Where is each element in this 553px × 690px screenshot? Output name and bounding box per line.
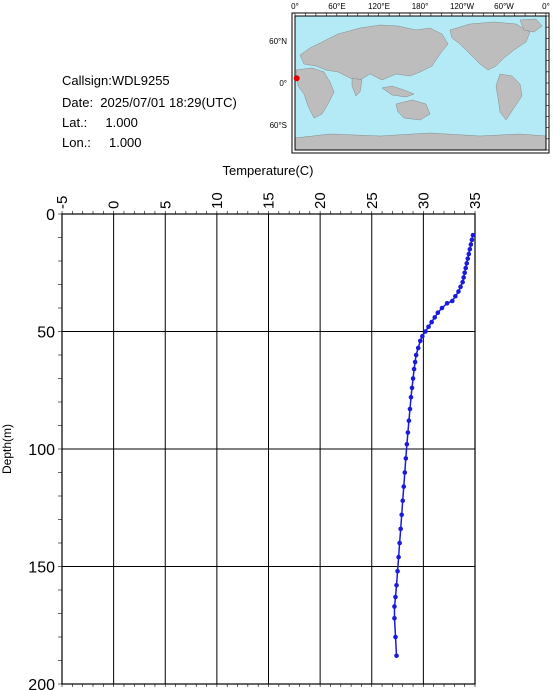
data-point-30 (408, 395, 414, 400)
data-point-41 (397, 540, 402, 546)
data-point-11 (458, 284, 463, 290)
map-lon-tick-60w: 60°W (494, 2, 514, 11)
data-point-38 (400, 498, 406, 504)
map-lon-tick-120e: 120°E (368, 2, 390, 11)
x-tick-label-1: 0 (106, 201, 123, 209)
x-tick-label-0: -5 (54, 196, 71, 209)
land-mass-3 (381, 85, 415, 98)
data-point-10 (460, 279, 465, 285)
x-tick-label-7: 30 (415, 192, 432, 209)
latitude-label: Lat.: 1.000 (62, 115, 138, 130)
map-ticks (294, 13, 549, 151)
y-tick-label-3: 150 (28, 560, 55, 577)
x-axis-title: Temperature(C) (222, 163, 313, 178)
y-tick-label-1: 50 (37, 325, 55, 342)
data-point-31 (407, 406, 413, 412)
land-mass-5 (449, 21, 531, 71)
land-mass-1 (295, 67, 335, 119)
longitude-label: Lon.: 1.000 (62, 135, 142, 150)
data-point-6 (464, 261, 470, 266)
data-point-45 (393, 594, 398, 600)
data-point-20 (426, 324, 431, 330)
data-point-5 (465, 256, 471, 261)
temperature-series-points (392, 232, 476, 659)
data-point-3 (467, 246, 473, 252)
data-point-33 (405, 430, 411, 435)
land-mass-6 (519, 18, 543, 33)
data-point-23 (417, 338, 423, 344)
data-point-42 (396, 554, 401, 560)
data-point-25 (413, 352, 419, 358)
data-point-1 (469, 237, 475, 243)
map-lon-tick-0-right: 0° (542, 2, 550, 11)
map-lon-tick-0: 0° (291, 2, 299, 11)
map-lon-tick-180: 180° (412, 2, 429, 11)
data-point-32 (406, 418, 412, 424)
map-lat-tick-60n: 60°N (269, 37, 287, 46)
data-point-4 (466, 251, 472, 257)
data-point-36 (402, 470, 408, 475)
x-tick-labels: -5 0 5 10 15 20 25 30 35 (54, 192, 484, 209)
x-tick-label-2: 5 (157, 201, 174, 209)
land-mass-0 (299, 24, 449, 81)
data-point-49 (394, 653, 399, 659)
data-point-43 (395, 568, 400, 574)
data-point-27 (411, 366, 417, 372)
data-point-24 (415, 345, 421, 351)
data-point-47 (392, 615, 397, 621)
map-lon-tick-120w: 120°W (450, 2, 475, 11)
data-point-39 (399, 512, 404, 518)
data-point-22 (420, 333, 425, 339)
data-point-26 (412, 359, 418, 365)
data-point-21 (423, 329, 428, 334)
data-point-13 (453, 293, 458, 299)
x-tick-label-8: 35 (467, 192, 484, 209)
data-point-40 (398, 526, 403, 532)
data-point-37 (401, 484, 407, 489)
data-point-0 (470, 232, 476, 238)
x-tick-label-6: 25 (364, 192, 381, 209)
y-tick-labels: 0 50 100 150 200 (28, 207, 55, 690)
data-point-14 (449, 298, 455, 304)
map-lat-tick-60s: 60°S (270, 121, 287, 130)
land-mass-7 (495, 73, 523, 121)
data-point-44 (394, 583, 399, 588)
plot-border (61, 213, 476, 685)
data-point-16 (439, 305, 445, 311)
land-mass-2 (351, 77, 363, 97)
x-tick-label-3: 10 (209, 192, 226, 209)
map-land (294, 18, 547, 151)
station-marker (293, 75, 300, 82)
land-mass-8 (294, 132, 547, 151)
data-point-46 (392, 604, 397, 609)
data-point-17 (435, 310, 441, 316)
data-point-28 (410, 376, 416, 381)
land-mass-4 (395, 99, 431, 121)
world-map: 0° 60°E 120°E 180° 120°W 60°W 0° 60°N 0°… (269, 2, 550, 154)
y-tick-label-0: 0 (46, 207, 55, 224)
date-label: Date: 2025/07/01 18:29(UTC) (62, 95, 237, 110)
map-lon-tick-60e: 60°E (328, 2, 345, 11)
x-tick-label-5: 20 (312, 192, 329, 209)
map-lat-tick-0: 0° (279, 79, 287, 88)
data-point-2 (468, 242, 474, 247)
y-tick-label-2: 100 (28, 442, 55, 459)
data-point-9 (461, 275, 466, 280)
data-point-18 (432, 315, 438, 320)
data-point-7 (463, 265, 469, 271)
data-point-35 (403, 456, 409, 461)
y-axis-title: Depth(m) (0, 424, 14, 474)
x-tick-label-4: 15 (261, 192, 278, 209)
data-point-15 (444, 301, 450, 306)
y-tick-label-4: 200 (28, 677, 55, 690)
data-point-34 (404, 442, 410, 447)
data-point-8 (462, 270, 467, 276)
data-point-19 (429, 319, 434, 325)
data-point-12 (456, 289, 461, 294)
data-point-29 (409, 385, 415, 391)
data-point-48 (393, 634, 398, 640)
callsign-label: Callsign:WDL9255 (62, 73, 170, 88)
